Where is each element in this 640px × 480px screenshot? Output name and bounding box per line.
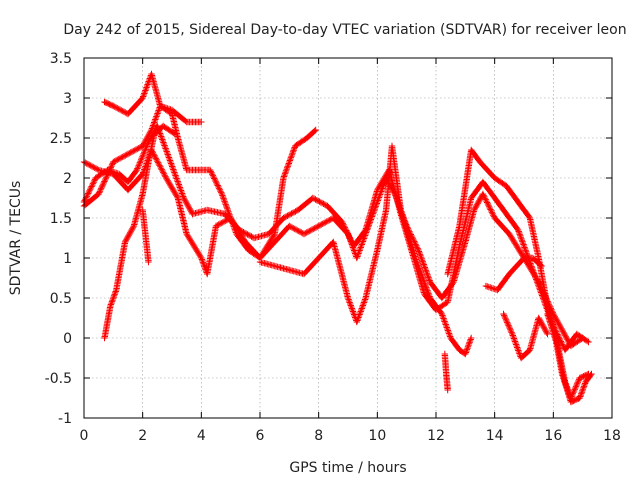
x-tick-label: 14 — [486, 428, 504, 444]
x-tick-label: 12 — [427, 428, 445, 444]
y-tick-label: 2 — [63, 171, 72, 187]
y-tick-label: -1 — [58, 411, 72, 427]
series-track-5 — [101, 122, 179, 342]
y-tick-label: 1.5 — [50, 211, 72, 227]
series-markers — [80, 126, 319, 278]
y-tick-label: 0.5 — [50, 291, 72, 307]
series-markers — [139, 206, 152, 266]
series-track-9 — [444, 146, 592, 402]
x-tick-label: 6 — [256, 428, 265, 444]
y-tick-label: 2.5 — [50, 131, 72, 147]
series-markers — [444, 146, 592, 402]
x-tick-label: 16 — [544, 428, 562, 444]
series-track-10 — [482, 254, 545, 294]
plot-frame — [83, 57, 613, 419]
series-track-11 — [500, 310, 551, 362]
chart-title: Day 242 of 2015, Sidereal Day-to-day VTE… — [63, 22, 626, 38]
x-tick-label: 0 — [80, 428, 89, 444]
y-tick-label: -0.5 — [45, 371, 72, 387]
y-tick-label: 0 — [63, 331, 72, 347]
series-track-8 — [441, 350, 451, 394]
series-markers — [101, 70, 205, 126]
series-track-1 — [80, 102, 586, 350]
series-markers — [482, 254, 545, 294]
y-axis-label: SDTVAR / TECUs — [8, 181, 24, 296]
series-track-4 — [80, 126, 319, 278]
series-markers — [101, 122, 179, 342]
y-tick-labels: -1 -0.5 0 0.5 1 1.5 2 2.5 3 3.5 — [45, 51, 72, 427]
series-track-3 — [101, 70, 205, 126]
y-tick-label: 3.5 — [50, 51, 72, 67]
x-tick-labels: 0 2 4 6 8 10 12 14 16 18 — [80, 428, 621, 444]
axis-ticks — [83, 57, 613, 419]
series-markers — [500, 310, 551, 362]
series-markers — [441, 350, 451, 394]
x-tick-label: 2 — [138, 428, 147, 444]
y-tick-label: 1 — [63, 251, 72, 267]
x-tick-label: 18 — [603, 428, 621, 444]
x-axis-label: GPS time / hours — [289, 460, 406, 476]
series-track-7 — [256, 142, 475, 358]
series-markers — [80, 102, 586, 350]
x-tick-label: 4 — [197, 428, 206, 444]
x-tick-label: 10 — [368, 428, 386, 444]
series-markers — [544, 310, 595, 406]
series-markers — [256, 142, 475, 358]
series-track-12 — [544, 310, 595, 406]
x-tick-label: 8 — [314, 428, 323, 444]
series-track-6 — [139, 206, 152, 266]
data-points — [80, 70, 595, 406]
y-tick-label: 3 — [63, 91, 72, 107]
